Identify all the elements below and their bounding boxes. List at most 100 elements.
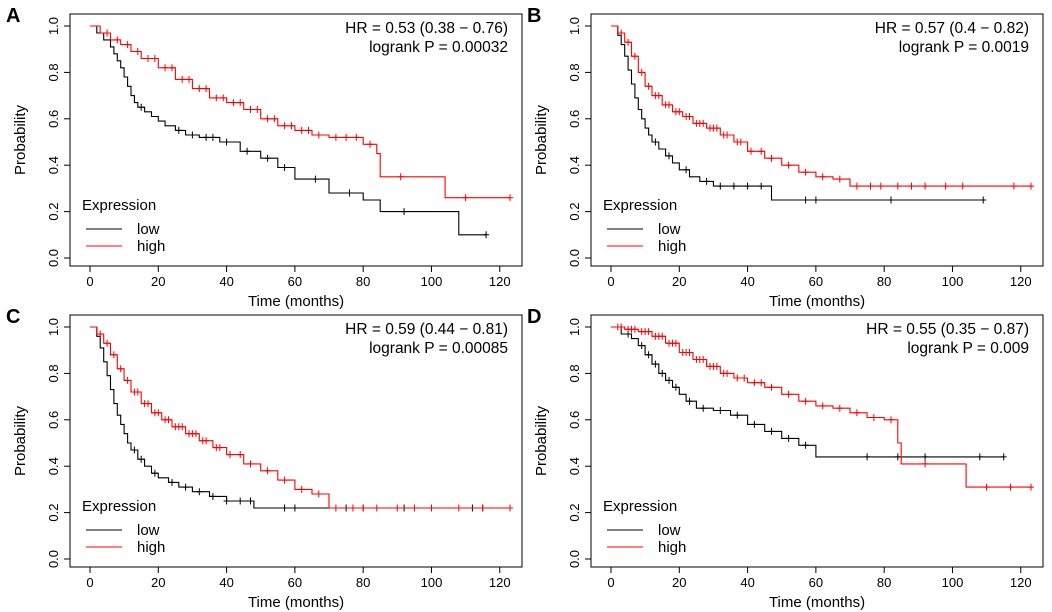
panel-letter: C [6,306,20,328]
censor-mark-high [247,460,254,468]
x-axis-title: Time (months) [769,293,865,310]
logrank-p: logrank P = 0.0019 [899,39,1029,56]
y-tick-label: 1.0 [46,17,61,35]
legend-label-high: high [137,539,165,556]
plot-frame [69,314,523,568]
y-tick-label: 0.0 [567,249,582,267]
y-tick-label: 0.2 [46,203,61,221]
censor-mark-high [618,29,625,37]
censor-mark-low [483,231,490,239]
y-tick-label: 0.6 [46,411,61,429]
censor-mark-high [724,369,731,377]
censor-mark-high [114,36,121,44]
km-curve-low [90,25,487,236]
censor-mark-high [888,416,894,424]
censor-mark-low [686,397,693,405]
y-tick-label: 0.4 [46,156,61,174]
censor-mark-high [922,182,929,190]
censor-mark-high [124,41,131,49]
censor-mark-low [864,453,871,461]
y-tick-label: 1.0 [567,17,582,35]
x-tick-label: 0 [607,274,614,289]
x-tick-label: 60 [288,575,302,590]
x-axis-title: Time (months) [248,293,344,310]
censor-mark-high [237,451,244,459]
censor-mark-low [659,369,666,377]
censor-mark-high [367,140,373,148]
panel-d: D 0.0 0.2 0.4 0.6 0.8 1.0 0 20 40 60 80 100 120 Time (… [527,306,1044,611]
panel-a: A 0.0 0.2 0.4 0.6 0.8 1.0 0 20 40 60 80 100 120 Time (… [6,5,523,310]
y-tick-label: 0.6 [567,110,582,128]
censor-mark-low [976,453,983,461]
censor-mark-high [110,351,117,359]
censor-mark-high [271,115,278,123]
censor-mark-high [666,101,672,109]
censor-mark-low [734,411,741,419]
censor-mark-high [186,75,192,83]
censor-mark-low [744,182,751,190]
y-tick-label: 0.4 [46,457,61,475]
censor-mark-low [281,504,288,512]
x-tick-label: 100 [421,274,443,289]
censor-mark-high [264,467,271,475]
legend-label-low: low [658,522,681,539]
logrank-p: logrank P = 0.00032 [369,39,508,56]
censor-mark-high [134,48,141,55]
legend-label-high: high [658,238,686,255]
x-tick-label: 60 [809,575,823,590]
x-tick-label: 120 [489,274,511,289]
plot-frame [590,13,1044,267]
censor-mark-high [455,504,462,512]
censor-mark-low [209,133,216,141]
censor-mark-high [281,122,288,130]
censor-mark-high [877,182,884,190]
censor-mark-high [145,400,151,408]
censor-mark-high [237,99,244,107]
y-tick-label: 0.8 [46,364,61,382]
censor-mark-high [104,29,111,37]
censor-mark-high [353,133,360,141]
legend-label-low: low [137,221,160,238]
censor-mark-high [768,154,775,162]
x-tick-label: 80 [877,575,891,590]
censor-mark-high [134,388,141,396]
censor-mark-high [853,182,860,190]
censor-mark-high [411,504,418,512]
censor-mark-high [169,64,175,72]
censor-mark-high [867,182,874,190]
x-tick-label: 20 [672,575,686,590]
censor-mark-low [131,446,138,454]
censor-mark-high [983,483,990,491]
censor-mark-high [179,75,186,83]
y-tick-label: 0.2 [567,203,582,221]
censor-mark-low [203,133,210,141]
censor-mark-high [315,490,322,498]
censor-mark-high [819,402,826,410]
panel-letter: B [527,5,541,27]
hazard-ratio: HR = 0.55 (0.35 − 0.87) [866,321,1029,338]
y-tick-label: 0.8 [567,364,582,382]
censor-mark-high [507,194,513,202]
y-axis-title: Probability [12,104,29,175]
censor-mark-high [1007,483,1014,491]
censor-mark-high [741,374,748,382]
censor-mark-low [703,177,710,185]
censor-mark-low [312,175,319,183]
censor-mark-high [645,328,652,336]
censor-mark-low [346,189,353,197]
censor-mark-high [853,409,860,417]
censor-mark-high [700,119,707,127]
censor-mark-high [298,126,305,134]
censor-mark-low [401,208,408,216]
censor-mark-high [462,194,469,202]
censor-mark-high [758,147,765,155]
censor-mark-high [315,131,322,139]
censor-mark-low [888,196,894,204]
x-tick-label: 120 [1010,274,1032,289]
censor-mark-low [751,420,758,428]
y-tick-label: 0.0 [46,550,61,568]
censor-mark-high [631,325,638,333]
censor-mark-high [625,38,632,46]
censor-mark-high [618,323,625,331]
